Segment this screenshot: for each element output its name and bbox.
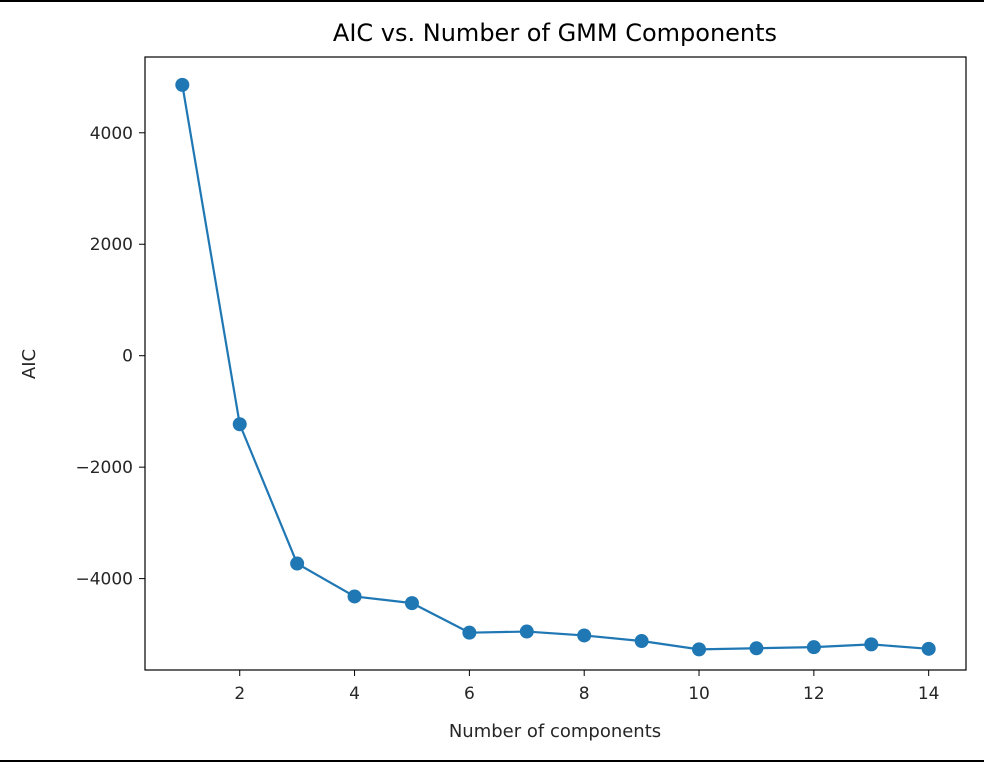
- data-point: [347, 589, 362, 604]
- x-tick-label: 4: [349, 684, 360, 704]
- data-point: [232, 417, 247, 432]
- data-point: [175, 77, 190, 92]
- data-point: [462, 625, 477, 640]
- y-tick-label: 0: [122, 347, 133, 367]
- data-point: [404, 596, 419, 611]
- x-tick-label: 12: [803, 684, 825, 704]
- x-axis-label: Number of components: [449, 721, 661, 742]
- data-point: [290, 556, 305, 571]
- data-point: [806, 640, 821, 655]
- data-point: [634, 634, 649, 649]
- y-tick-label: 2000: [90, 235, 133, 255]
- y-axis-label: AIC: [19, 349, 40, 379]
- x-tick-label: 8: [579, 684, 590, 704]
- x-tick-label: 10: [688, 684, 710, 704]
- data-point: [864, 637, 879, 652]
- x-tick-label: 14: [918, 684, 940, 704]
- y-tick-label: −4000: [75, 570, 133, 590]
- data-point: [749, 641, 764, 656]
- data-point: [577, 628, 592, 643]
- data-point: [519, 624, 534, 639]
- chart-title: AIC vs. Number of GMM Components: [333, 19, 777, 47]
- x-axis: 2 4 6 8 10 12 14: [234, 670, 940, 704]
- x-tick-label: 6: [464, 684, 475, 704]
- data-point: [921, 641, 936, 656]
- y-tick-label: 4000: [90, 124, 133, 144]
- data-point: [692, 642, 707, 657]
- x-tick-label: 2: [234, 684, 245, 704]
- plot-area: [175, 77, 936, 657]
- y-axis: 4000 2000 0 −2000 −4000: [75, 124, 145, 590]
- series-line: [181, 84, 929, 651]
- axes-frame: [144, 56, 967, 671]
- y-tick-label: −2000: [75, 458, 133, 478]
